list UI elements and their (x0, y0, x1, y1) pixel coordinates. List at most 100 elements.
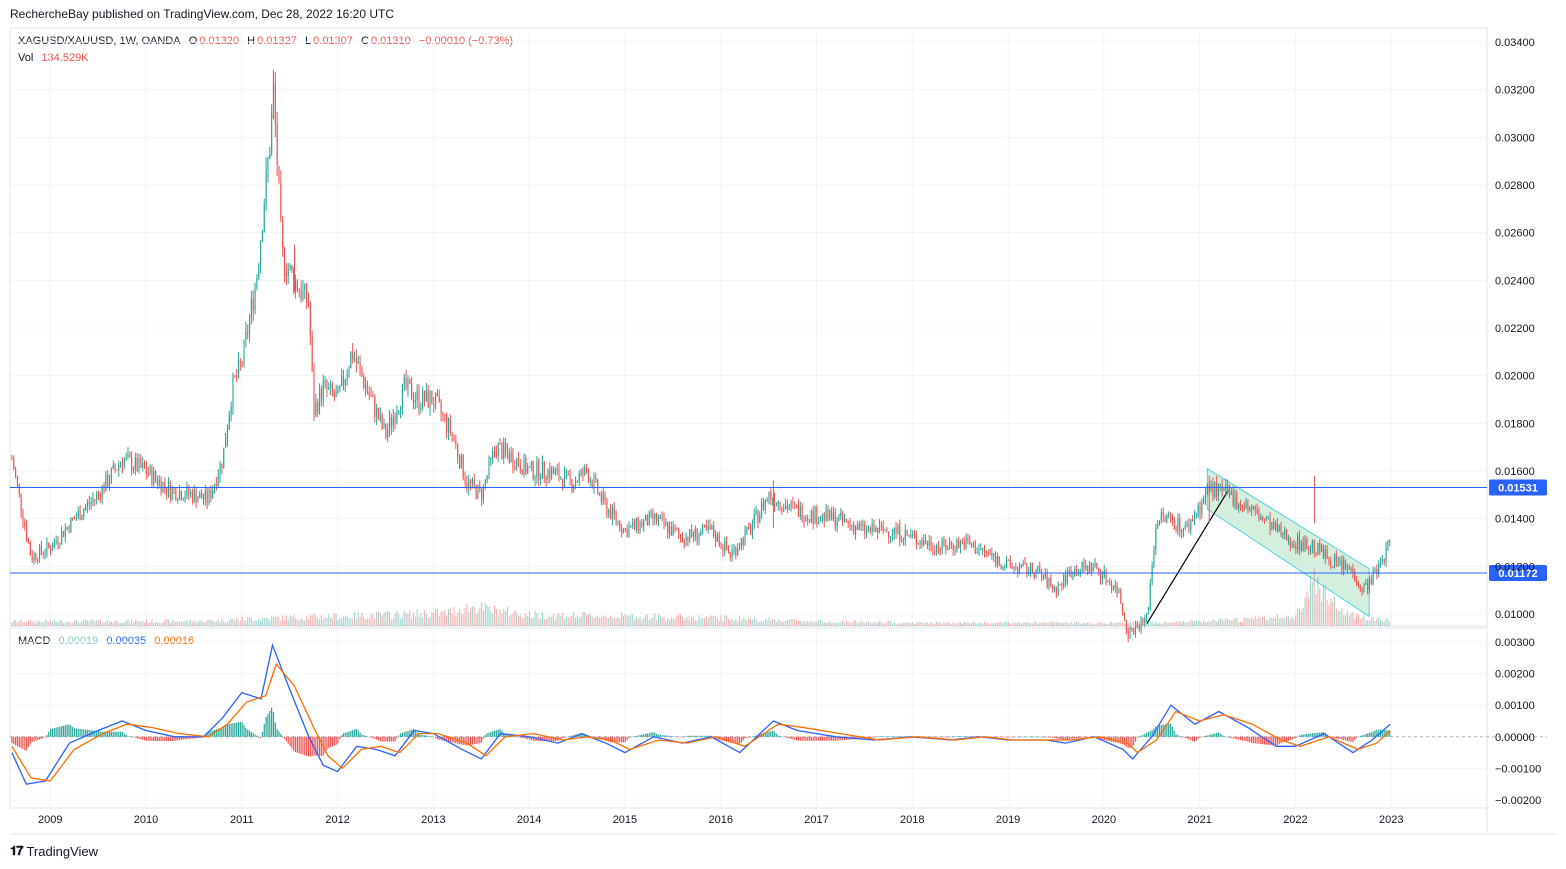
candle-body (210, 491, 212, 499)
volume-bar (241, 616, 243, 626)
volume-bar (820, 619, 822, 626)
macd-histogram-bar (714, 736, 717, 740)
volume-bar (836, 623, 838, 626)
macd-histogram-bar (1064, 736, 1067, 740)
candle-body (471, 479, 473, 484)
candle-body (880, 525, 882, 527)
candle-body (1199, 505, 1201, 515)
vol-label[interactable]: Vol (18, 52, 34, 64)
candle-body (810, 510, 812, 522)
volume-bar (678, 614, 680, 626)
candle-body (991, 553, 993, 556)
macd-histogram-bar (1234, 736, 1236, 739)
volume-bar (818, 619, 820, 626)
candle-body (1077, 574, 1079, 576)
macd-histogram-bar (569, 736, 571, 737)
volume-bar (624, 614, 626, 626)
volume-bar (482, 610, 485, 626)
candle-body (586, 466, 588, 472)
candle-body (403, 377, 405, 385)
macd-label[interactable]: MACD (18, 635, 51, 647)
macd-histogram-bar (44, 736, 46, 738)
volume-bar (663, 616, 665, 626)
volume-bar (637, 619, 639, 626)
macd-histogram-bar (1028, 736, 1030, 738)
volume-bar (108, 621, 111, 626)
candle-body (571, 478, 573, 491)
macd-pane (10, 642, 1547, 785)
volume-bar (486, 605, 488, 626)
volume-bar (878, 620, 881, 626)
candle-body (906, 530, 908, 536)
candle-body (668, 526, 671, 534)
candle-body (845, 518, 847, 522)
candle-body (886, 530, 888, 532)
candle-body (982, 547, 984, 550)
macd-histogram-bar (475, 736, 477, 744)
candle-body (252, 299, 254, 311)
candle-body (377, 408, 380, 420)
volume-bar (847, 622, 849, 626)
candle-body (1341, 560, 1343, 570)
macd-histogram-bar (814, 736, 816, 741)
candle-body (72, 517, 74, 519)
candle-body (1328, 558, 1330, 561)
volume-bar (403, 610, 405, 626)
volume-bar (1017, 622, 1019, 626)
volume-bar (412, 612, 415, 626)
volume-bar (348, 617, 350, 626)
candle-body (692, 535, 695, 538)
macd-histogram-bar (143, 736, 146, 741)
macd-histogram-bar (974, 736, 976, 737)
volume-bar (1050, 621, 1052, 626)
candle-body (540, 479, 542, 481)
candle-body (1166, 515, 1168, 522)
candle-body (300, 291, 302, 299)
volume-bar (687, 616, 689, 626)
volume-bar (1147, 621, 1149, 626)
volume-bar (845, 620, 847, 626)
volume-bar (571, 615, 573, 626)
macd-histogram-bar (149, 736, 151, 741)
macd-histogram-bar (254, 734, 256, 737)
macd-histogram-bar (867, 736, 870, 739)
volume-bar (1341, 607, 1343, 626)
candle-body (543, 462, 545, 478)
volume-bar (843, 622, 846, 626)
volume-bar (902, 623, 905, 626)
macd-histogram-bar (1057, 736, 1059, 739)
candle-body (772, 499, 774, 501)
macd-histogram-bar (1116, 736, 1118, 743)
y-tick-label: 0.02600 (1495, 228, 1535, 240)
volume-bar (1300, 610, 1302, 626)
volume-bar (1227, 619, 1229, 626)
candle-body (407, 378, 409, 388)
candle-body (738, 547, 741, 549)
volume-bar (937, 622, 940, 626)
macd-histogram-bar (423, 735, 426, 737)
macd-histogram-bar (1155, 726, 1157, 737)
x-tick-label: 2015 (613, 814, 637, 826)
footer-brand[interactable]: TradingView (26, 843, 99, 859)
volume-bar (1379, 619, 1382, 626)
volume-bar (20, 619, 22, 626)
candle-body (1286, 529, 1288, 541)
candle-body (370, 395, 372, 397)
candle-body (560, 478, 562, 480)
macd-histogram-bar (525, 736, 527, 739)
candle-body (681, 536, 683, 542)
macd-histogram-bar (1263, 736, 1266, 745)
candle-body (1293, 544, 1295, 548)
volume-bar (720, 615, 722, 626)
volume-bar (377, 611, 380, 626)
candle-body (635, 517, 637, 528)
candle-body (40, 545, 42, 553)
symbol-name[interactable]: XAGUSD/XAUUSD, 1W, OANDA (18, 35, 181, 47)
candle-body (1192, 519, 1194, 521)
candle-body (263, 205, 265, 232)
volume-bar (464, 608, 466, 626)
candle-body (908, 535, 910, 537)
macd-histogram-bar (694, 735, 696, 737)
macd-histogram-bar (799, 736, 801, 741)
